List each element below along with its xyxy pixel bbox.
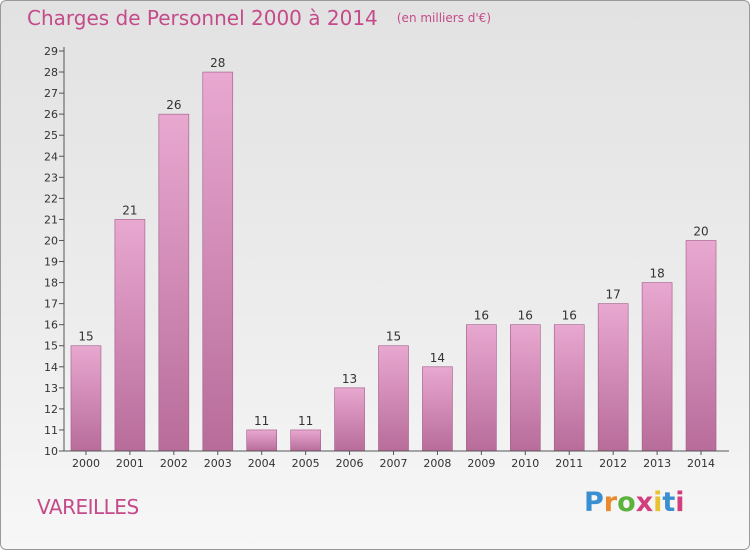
x-tick-label-2000: 2000 xyxy=(72,457,100,470)
bar-2009 xyxy=(466,324,497,452)
data-label-2005: 11 xyxy=(298,414,313,428)
y-tick-label: 13 xyxy=(44,382,58,395)
y-tick-label: 27 xyxy=(44,87,58,100)
bars-layer: 15 21 26 28 11 11 13 15 14 16 16 16 17 18 20 xyxy=(70,56,717,452)
logo-letter: o xyxy=(617,487,636,518)
y-tick-label: 17 xyxy=(44,298,58,311)
data-label-2012: 17 xyxy=(606,288,621,302)
title-block: Charges de Personnel 2000 à 2014 (en mil… xyxy=(27,6,491,30)
logo-letter: r xyxy=(603,487,618,518)
y-tick-label: 28 xyxy=(44,66,58,79)
y-tick-label: 20 xyxy=(44,234,58,247)
y-tick-label: 25 xyxy=(44,129,58,142)
x-tick-label-2007: 2007 xyxy=(380,457,408,470)
x-tick-label-2002: 2002 xyxy=(160,457,188,470)
logo-letter: t xyxy=(662,487,676,518)
proxiti-logo[interactable]: Proxiti xyxy=(584,487,685,518)
y-tick-label: 15 xyxy=(44,340,58,353)
data-label-2009: 16 xyxy=(474,309,489,323)
y-tick-label: 16 xyxy=(44,319,58,332)
data-label-2000: 15 xyxy=(78,330,93,344)
bar-2006 xyxy=(334,387,365,452)
x-tick-label-2009: 2009 xyxy=(467,457,495,470)
data-label-2013: 18 xyxy=(649,267,664,281)
logo-letter: P xyxy=(584,487,604,518)
bar-2014 xyxy=(685,240,717,452)
x-tick-label-2006: 2006 xyxy=(336,457,364,470)
x-tick-label-2008: 2008 xyxy=(423,457,451,470)
bar-2010 xyxy=(509,324,541,452)
y-tick-label: 29 xyxy=(44,45,58,58)
y-tick-label: 23 xyxy=(44,171,58,184)
x-tick-label-2013: 2013 xyxy=(643,457,671,470)
x-tick-label-2003: 2003 xyxy=(204,457,232,470)
y-tick-label: 19 xyxy=(44,256,58,269)
bar-2001 xyxy=(114,219,146,452)
bar-2011 xyxy=(553,324,585,452)
x-tick-label-2004: 2004 xyxy=(248,457,276,470)
data-label-2010: 16 xyxy=(518,309,533,323)
bar-2007 xyxy=(378,345,409,452)
data-label-2007: 15 xyxy=(386,330,401,344)
x-tick-label-2005: 2005 xyxy=(292,457,320,470)
chart-unit: (en milliers d'€) xyxy=(396,11,491,25)
y-tick-label: 21 xyxy=(44,213,58,226)
x-tick-label-2012: 2012 xyxy=(599,457,627,470)
logo-letter: i xyxy=(675,487,685,518)
bar-2005 xyxy=(290,429,321,452)
data-label-2003: 28 xyxy=(210,56,225,70)
logo-letter: x xyxy=(635,487,654,518)
data-label-2006: 13 xyxy=(342,372,357,386)
place-name: VAREILLES xyxy=(37,495,139,519)
y-tick-label: 22 xyxy=(44,192,58,205)
axis-layer: 10 11 12 13 14 15 16 17 18 19 20 21 22 23 24 25 26 27 28 29… xyxy=(44,45,729,470)
x-tick-label-2014: 2014 xyxy=(687,457,715,470)
bar-2002 xyxy=(158,113,190,452)
bar-2008 xyxy=(422,366,453,452)
bar-2004 xyxy=(246,429,277,452)
x-tick-label-2011: 2011 xyxy=(555,457,583,470)
bar-2003 xyxy=(202,71,234,452)
bar-2013 xyxy=(641,282,673,452)
bar-2012 xyxy=(597,303,629,452)
x-tick-label-2010: 2010 xyxy=(511,457,539,470)
y-tick-label: 24 xyxy=(44,150,58,163)
y-tick-label: 18 xyxy=(44,277,58,290)
data-label-2002: 26 xyxy=(166,98,181,112)
bar-2000 xyxy=(70,345,102,452)
y-tick-label: 11 xyxy=(44,424,58,437)
data-label-2004: 11 xyxy=(254,414,269,428)
y-tick-label: 26 xyxy=(44,108,58,121)
data-label-2008: 14 xyxy=(430,351,445,365)
data-label-2011: 16 xyxy=(562,309,577,323)
y-tick-label: 10 xyxy=(44,445,58,458)
data-label-2014: 20 xyxy=(693,224,708,238)
chart-title: Charges de Personnel 2000 à 2014 xyxy=(27,6,378,30)
y-tick-label: 12 xyxy=(44,403,58,416)
logo-letter: i xyxy=(653,487,663,518)
data-label-2001: 21 xyxy=(122,203,137,217)
y-tick-label: 14 xyxy=(44,361,58,374)
x-tick-label-2001: 2001 xyxy=(116,457,144,470)
